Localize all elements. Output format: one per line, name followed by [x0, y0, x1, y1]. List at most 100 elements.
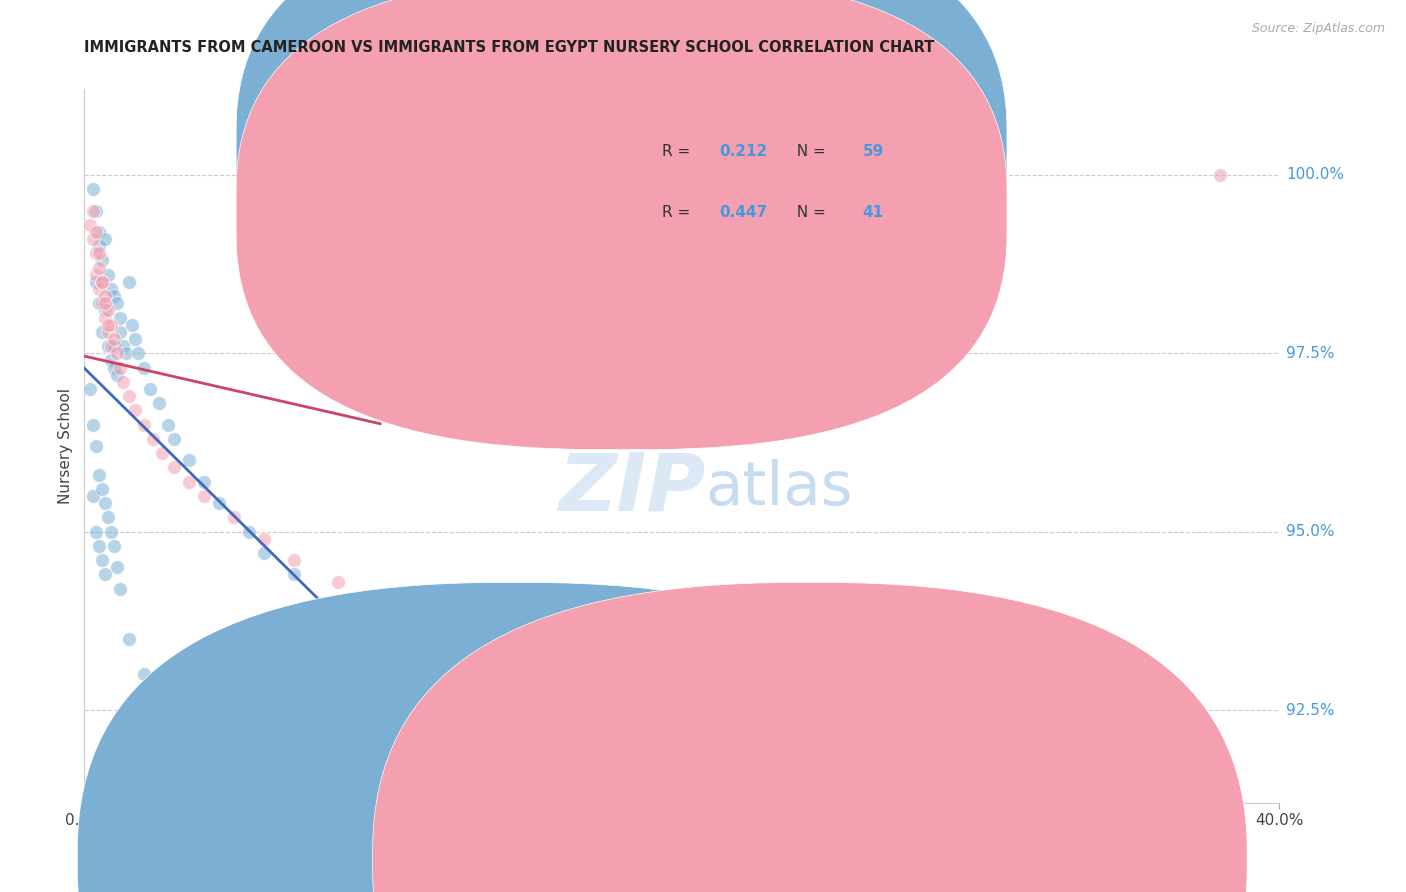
- Point: [100, 282, 122, 296]
- Point: [118, 275, 141, 289]
- Point: [110, 582, 132, 596]
- Point: [177, 475, 200, 489]
- Point: [103, 539, 125, 553]
- Point: [100, 339, 122, 353]
- Text: 100.0%: 100.0%: [1286, 168, 1344, 182]
- Point: [82, 182, 104, 196]
- Point: [86, 275, 108, 289]
- Text: N =: N =: [787, 205, 831, 220]
- Y-axis label: Nursery School: Nursery School: [58, 388, 73, 504]
- Point: [86, 268, 108, 282]
- Text: 0.212: 0.212: [718, 144, 768, 159]
- Point: [177, 453, 200, 467]
- Point: [121, 318, 143, 332]
- Point: [283, 553, 305, 567]
- Point: [94, 289, 117, 303]
- Point: [94, 296, 117, 310]
- FancyBboxPatch shape: [236, 0, 1007, 389]
- Point: [89, 239, 111, 253]
- Point: [86, 439, 108, 453]
- FancyBboxPatch shape: [568, 103, 903, 260]
- Point: [89, 282, 111, 296]
- Point: [105, 346, 128, 360]
- Point: [86, 225, 108, 239]
- Point: [89, 296, 111, 310]
- Point: [127, 346, 149, 360]
- Text: Source: ZipAtlas.com: Source: ZipAtlas.com: [1251, 22, 1385, 36]
- Point: [82, 232, 104, 246]
- Point: [91, 275, 114, 289]
- Point: [112, 375, 135, 389]
- Point: [89, 539, 111, 553]
- Point: [86, 524, 108, 539]
- Point: [139, 382, 162, 396]
- Point: [124, 403, 146, 417]
- Point: [97, 339, 120, 353]
- Text: R =: R =: [662, 144, 695, 159]
- Point: [100, 524, 122, 539]
- Point: [89, 246, 111, 260]
- Point: [91, 553, 114, 567]
- Text: 59: 59: [862, 144, 883, 159]
- Text: Immigrants from Egypt: Immigrants from Egypt: [832, 853, 1010, 867]
- Point: [432, 632, 454, 646]
- Point: [150, 446, 173, 460]
- Point: [373, 624, 395, 639]
- Text: 0.447: 0.447: [718, 205, 768, 220]
- Point: [110, 325, 132, 339]
- Text: IMMIGRANTS FROM CAMEROON VS IMMIGRANTS FROM EGYPT NURSERY SCHOOL CORRELATION CHA: IMMIGRANTS FROM CAMEROON VS IMMIGRANTS F…: [84, 40, 935, 55]
- Point: [373, 603, 395, 617]
- Point: [115, 346, 138, 360]
- Point: [79, 218, 101, 232]
- Point: [105, 368, 128, 382]
- Point: [91, 275, 114, 289]
- Point: [82, 417, 104, 432]
- Point: [94, 496, 117, 510]
- Point: [132, 360, 156, 375]
- Point: [94, 303, 117, 318]
- Point: [91, 482, 114, 496]
- Point: [86, 203, 108, 218]
- Point: [253, 532, 276, 546]
- Point: [132, 667, 156, 681]
- Point: [100, 318, 122, 332]
- Point: [671, 703, 693, 717]
- Point: [103, 332, 125, 346]
- Point: [105, 296, 128, 310]
- Point: [193, 475, 215, 489]
- Point: [328, 574, 350, 589]
- Point: [238, 524, 260, 539]
- Point: [82, 203, 104, 218]
- Text: Immigrants from Cameroon: Immigrants from Cameroon: [537, 853, 749, 867]
- Point: [253, 546, 276, 560]
- Point: [97, 318, 120, 332]
- Point: [97, 268, 120, 282]
- Point: [86, 246, 108, 260]
- Point: [118, 632, 141, 646]
- Point: [112, 339, 135, 353]
- Point: [222, 510, 245, 524]
- Point: [79, 382, 101, 396]
- Text: N =: N =: [787, 144, 831, 159]
- Point: [91, 253, 114, 268]
- Point: [283, 567, 305, 582]
- Point: [100, 353, 122, 368]
- Point: [328, 596, 350, 610]
- Point: [82, 489, 104, 503]
- Point: [89, 260, 111, 275]
- Text: 92.5%: 92.5%: [1286, 703, 1334, 717]
- Point: [163, 460, 186, 475]
- Point: [142, 432, 165, 446]
- Point: [91, 325, 114, 339]
- Point: [110, 360, 132, 375]
- Text: R =: R =: [662, 205, 695, 220]
- Point: [124, 332, 146, 346]
- Point: [208, 496, 231, 510]
- Point: [94, 567, 117, 582]
- Point: [94, 310, 117, 325]
- Point: [118, 389, 141, 403]
- Point: [132, 417, 156, 432]
- Point: [1209, 168, 1232, 182]
- Point: [97, 325, 120, 339]
- Point: [97, 303, 120, 318]
